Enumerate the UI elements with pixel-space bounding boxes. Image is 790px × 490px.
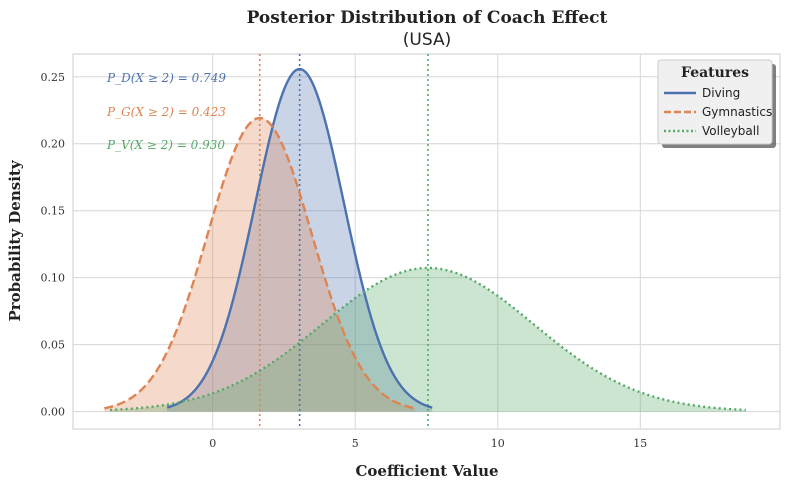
y-tick-label: 0.15 — [41, 205, 66, 218]
tick-layer: 0 5 10 15 0.00 0.05 0.10 0.15 0.20 0.25 — [41, 71, 648, 450]
x-tick-label: 5 — [352, 437, 359, 450]
annotation-volleyball: P_V(X ≥ 2) = 0.930 — [106, 138, 225, 152]
chart-subtitle: (USA) — [403, 30, 451, 50]
y-tick-label: 0.00 — [41, 406, 66, 419]
y-tick-label: 0.20 — [41, 138, 66, 151]
density-line-gymnastics — [104, 116, 416, 410]
y-axis-label: Probability Density — [6, 159, 24, 321]
annotation-layer: P_D(X ≥ 2) = 0.749 P_G(X ≥ 2) = 0.423 P_… — [106, 71, 226, 152]
y-tick-label: 0.10 — [41, 272, 66, 285]
grid-layer — [73, 54, 780, 429]
legend-label-diving: Diving — [702, 86, 740, 100]
x-axis-label: Coefficient Value — [355, 462, 498, 480]
x-tick-label: 0 — [209, 437, 216, 450]
legend-box — [657, 59, 773, 145]
legend-title: Features — [681, 65, 749, 81]
y-tick-label: 0.25 — [41, 71, 66, 84]
density-line-diving — [166, 67, 433, 409]
y-tick-label: 0.05 — [41, 339, 66, 352]
legend-label-gymnastics: Gymnastics — [702, 105, 772, 119]
x-tick-label: 10 — [491, 437, 505, 450]
legend: Features Diving Gymnastics Volleyball — [657, 59, 776, 148]
line-layer — [104, 67, 746, 412]
annotation-diving: P_D(X ≥ 2) = 0.749 — [106, 71, 226, 85]
legend-label-volleyball: Volleyball — [702, 124, 759, 138]
x-tick-label: 15 — [633, 437, 647, 450]
annotation-gymnastics: P_G(X ≥ 2) = 0.423 — [106, 105, 226, 119]
chart-title: Posterior Distribution of Coach Effect — [247, 8, 608, 28]
